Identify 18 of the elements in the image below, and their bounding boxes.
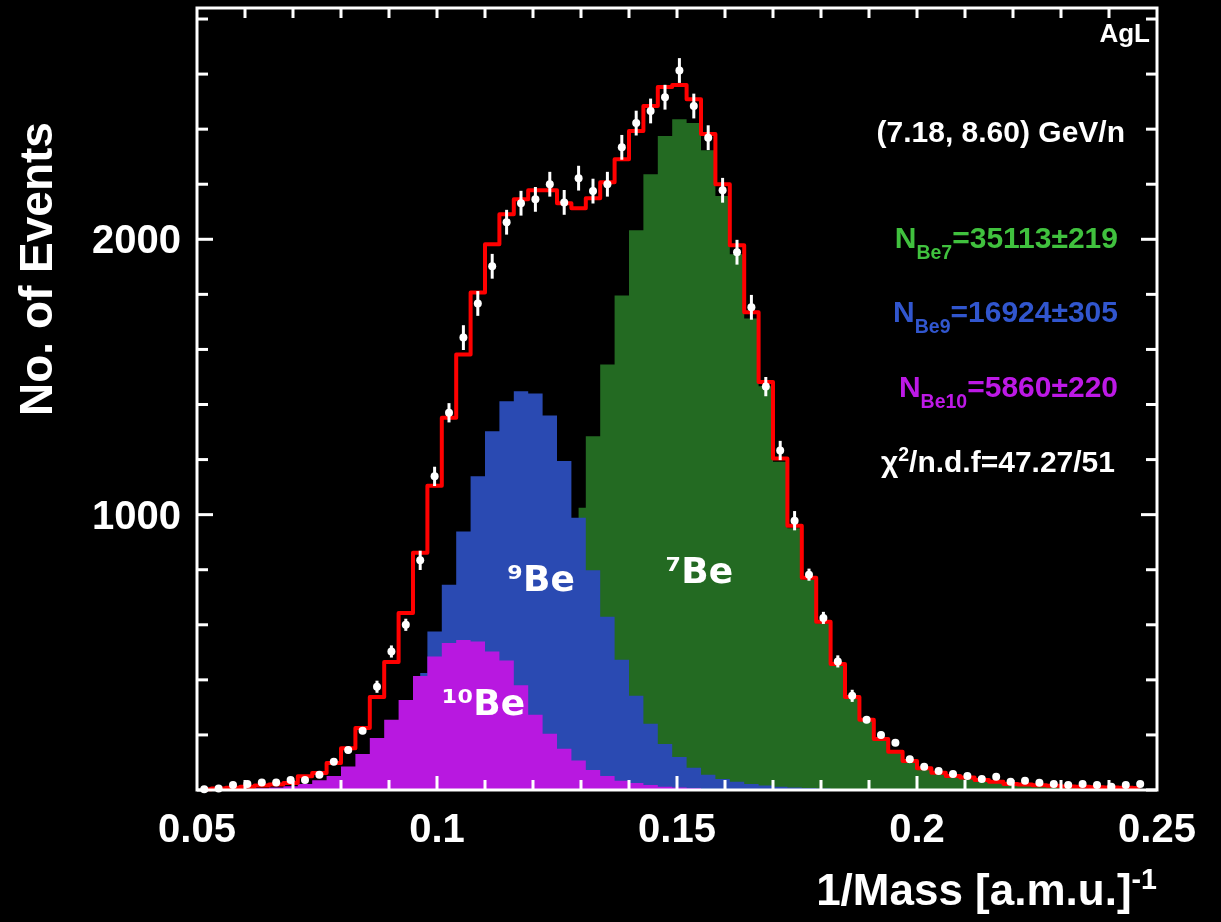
annotation: AgL (1099, 18, 1151, 48)
annotation: χ$^{2}$/n.d.f=47.27/51 (880, 443, 1115, 478)
x-tick-label: 0.05 (158, 806, 236, 850)
x-tick-label: 0.15 (638, 806, 716, 850)
x-tick-label: 0.2 (889, 806, 945, 850)
x-axis-title: 1/Mass [a.m.u.]$^{-1}$ (816, 863, 1158, 914)
x-tick-label: 0.1 (409, 806, 465, 850)
y-tick-label: 1000 (92, 492, 181, 537)
annotation: N$_{Be7}$=35113±219 (894, 221, 1118, 263)
series-label: ⁷Be (665, 550, 734, 592)
x-tick-label: 0.25 (1118, 806, 1196, 850)
annotation: (7.18, 8.60) GeV/n (876, 115, 1125, 148)
series-label: ⁹Be (507, 557, 575, 599)
series-label: ¹⁰Be (441, 681, 526, 723)
y-tick-label: 2000 (92, 217, 181, 262)
annotation: N$_{Be9}$=16924±305 (893, 295, 1118, 337)
annotation: N$_{Be10}$=5860±220 (898, 370, 1118, 412)
y-axis-title: No. of Events (10, 122, 62, 416)
